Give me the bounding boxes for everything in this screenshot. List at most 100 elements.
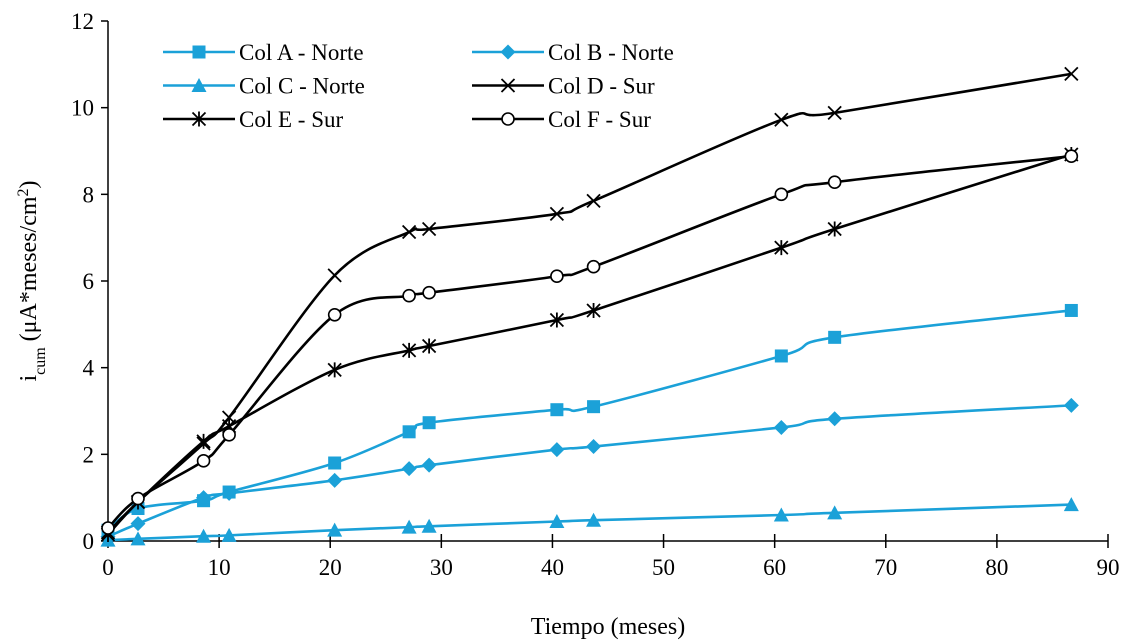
legend-label: Col A - Norte <box>239 40 364 65</box>
data-point <box>774 240 789 256</box>
data-point <box>1064 149 1079 163</box>
data-point <box>827 505 843 520</box>
data-point <box>774 349 788 363</box>
data-point <box>422 416 436 430</box>
data-point <box>773 419 789 435</box>
y-tick-label: 4 <box>83 356 95 381</box>
data-point <box>327 362 342 378</box>
data-point <box>401 519 417 534</box>
data-point <box>130 531 146 546</box>
data-point <box>1064 303 1078 317</box>
data-point <box>549 312 565 328</box>
data-point <box>550 269 564 284</box>
data-point <box>827 175 842 189</box>
series-line <box>107 309 1072 532</box>
chart-legend: Col A - Norte Col B - Norte Col C - Norte C… <box>163 40 674 132</box>
data-point <box>221 485 237 501</box>
data-point <box>549 514 565 528</box>
data-point <box>421 338 437 354</box>
data-point <box>401 224 417 240</box>
legend-label: Col D - Sur <box>548 74 655 99</box>
data-point <box>586 302 601 318</box>
legend-entry: Col D - Sur <box>472 74 655 99</box>
y-axis-title-part: cum <box>32 347 49 375</box>
legend-label: Col C - Norte <box>239 74 365 99</box>
y-axis-title-part: i <box>16 375 42 382</box>
legend-entry: Col C - Norte <box>163 74 365 99</box>
x-tick-label: 40 <box>541 555 564 580</box>
legend-marker <box>500 78 516 93</box>
legend-marker <box>191 78 207 92</box>
y-tick-label: 12 <box>71 9 94 34</box>
y-axis-title-part: ) <box>16 180 42 188</box>
data-point <box>550 403 564 417</box>
y-tick-label: 0 <box>83 529 95 554</box>
data-point <box>774 112 789 127</box>
legend-marker <box>191 111 207 127</box>
data-point <box>101 521 115 535</box>
data-point <box>827 411 843 427</box>
y-axis-title-part: (μA*meses/cm <box>16 196 42 347</box>
data-point <box>421 457 437 473</box>
data-point <box>827 221 842 237</box>
data-point <box>222 428 236 442</box>
legend-entry: Col F - Sur <box>472 107 651 132</box>
legend-marker <box>192 45 206 59</box>
series-col-b-norte <box>100 397 1079 545</box>
series-line <box>107 404 1072 538</box>
data-point <box>402 425 416 439</box>
series-layer <box>100 66 1079 547</box>
data-point <box>130 516 146 532</box>
data-point <box>422 285 436 300</box>
x-tick-label: 10 <box>208 555 231 580</box>
y-axis-title: icum (μA*meses/cm2) <box>15 180 49 381</box>
series-col-e-sur <box>100 146 1079 542</box>
x-tick-label: 50 <box>652 555 675 580</box>
series-col-f-sur <box>101 149 1079 535</box>
legend-entry: Col B - Norte <box>472 40 674 65</box>
data-point <box>328 456 342 470</box>
data-point <box>401 342 417 358</box>
data-point <box>421 221 437 237</box>
legend-label: Col B - Norte <box>548 40 674 65</box>
data-point <box>1064 66 1079 82</box>
series-line <box>107 503 1072 542</box>
y-tick-label: 8 <box>83 182 95 207</box>
chart-axes: 0 10 20 30 40 50 60 70 80 90 0 2 4 6 8 10 12 <box>71 9 1120 580</box>
data-point <box>773 507 789 522</box>
x-tick-label: 30 <box>430 555 453 580</box>
data-point <box>196 433 211 449</box>
legend-entry: Col E - Sur <box>163 107 343 132</box>
data-point <box>586 193 601 208</box>
data-point <box>774 187 789 202</box>
data-point <box>421 518 437 533</box>
y-tick-label: 6 <box>83 269 95 294</box>
x-tick-label: 80 <box>985 555 1008 580</box>
data-point <box>586 259 601 274</box>
y-tick-label: 10 <box>71 96 94 121</box>
data-point <box>549 206 565 221</box>
series-col-c-norte <box>100 497 1079 547</box>
data-point <box>401 461 417 477</box>
x-tick-label: 0 <box>102 555 114 580</box>
x-axis-title: Tiempo (meses) <box>531 614 685 640</box>
x-tick-label: 60 <box>763 555 786 580</box>
data-point <box>327 307 342 322</box>
data-point <box>828 330 842 344</box>
y-axis-title-part: 2 <box>15 188 32 196</box>
x-tick-label: 20 <box>319 555 342 580</box>
data-point <box>586 439 602 455</box>
data-point <box>1063 397 1079 413</box>
series-line <box>107 72 1072 534</box>
data-point <box>827 105 842 121</box>
data-point <box>587 400 601 414</box>
data-point <box>196 528 212 543</box>
data-point <box>549 442 565 458</box>
data-point <box>196 454 211 468</box>
data-point <box>586 512 602 527</box>
legend-entry: Col A - Norte <box>163 40 364 65</box>
data-point <box>131 491 145 506</box>
legend-label: Col E - Sur <box>239 107 343 132</box>
series-col-a-norte <box>101 303 1078 537</box>
